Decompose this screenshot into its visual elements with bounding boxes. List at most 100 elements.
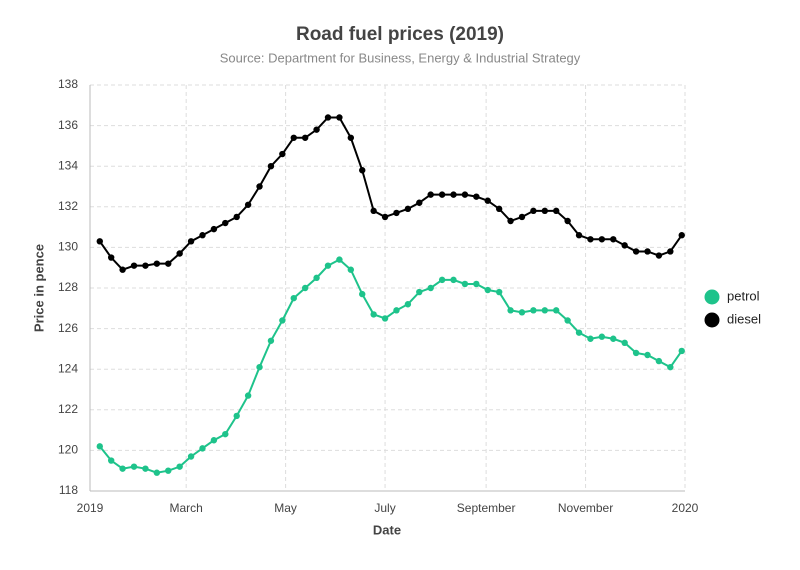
y-tick-label: 120 bbox=[58, 443, 78, 457]
data-point bbox=[655, 357, 663, 365]
data-point bbox=[632, 349, 640, 357]
data-point bbox=[153, 260, 161, 267]
data-point bbox=[438, 276, 446, 284]
y-tick-label: 124 bbox=[58, 361, 78, 375]
data-point bbox=[290, 134, 297, 141]
data-point bbox=[507, 217, 514, 225]
data-point bbox=[347, 266, 355, 273]
data-point bbox=[461, 191, 469, 198]
data-point bbox=[530, 307, 537, 314]
data-point bbox=[313, 126, 320, 133]
data-point bbox=[610, 335, 617, 342]
data-point bbox=[575, 329, 583, 336]
data-point bbox=[598, 333, 606, 340]
data-point bbox=[210, 437, 218, 444]
data-point bbox=[119, 465, 126, 472]
data-point bbox=[176, 463, 183, 470]
x-tick-label: November bbox=[558, 501, 613, 515]
data-point bbox=[381, 213, 389, 221]
data-point bbox=[187, 453, 195, 460]
data-point bbox=[564, 217, 571, 225]
legend-marker bbox=[704, 289, 720, 305]
data-point bbox=[473, 280, 480, 288]
data-point bbox=[244, 201, 252, 208]
data-point bbox=[393, 209, 400, 217]
data-point bbox=[530, 207, 537, 215]
legend-marker bbox=[704, 312, 720, 328]
data-point bbox=[176, 250, 183, 257]
y-tick-label: 126 bbox=[58, 321, 78, 335]
data-point bbox=[553, 307, 560, 314]
data-point bbox=[644, 351, 651, 359]
data-point bbox=[655, 252, 663, 259]
data-point bbox=[404, 301, 412, 308]
data-point bbox=[678, 347, 685, 355]
data-point bbox=[564, 317, 571, 324]
data-point bbox=[427, 284, 434, 292]
data-point bbox=[324, 262, 332, 269]
x-tick-label: September bbox=[457, 501, 516, 515]
data-point bbox=[233, 213, 240, 221]
data-point bbox=[632, 248, 640, 255]
x-tick-label: July bbox=[374, 501, 395, 515]
data-point bbox=[233, 412, 240, 420]
data-point bbox=[290, 294, 297, 302]
data-point bbox=[416, 199, 423, 206]
data-point bbox=[96, 238, 103, 245]
data-point bbox=[495, 205, 503, 213]
data-point bbox=[199, 445, 206, 452]
data-point bbox=[461, 280, 469, 288]
data-point bbox=[130, 463, 138, 470]
data-point bbox=[142, 465, 149, 472]
data-point bbox=[153, 469, 161, 476]
y-tick-label: 138 bbox=[58, 77, 78, 91]
data-point bbox=[621, 339, 628, 347]
data-point bbox=[267, 337, 275, 344]
data-point bbox=[347, 134, 355, 141]
data-point bbox=[621, 242, 628, 249]
x-axis-title: Date bbox=[373, 522, 401, 537]
y-tick-label: 134 bbox=[58, 158, 78, 172]
y-tick-label: 132 bbox=[58, 199, 78, 213]
data-point bbox=[324, 114, 332, 121]
data-point bbox=[541, 307, 549, 314]
data-point bbox=[404, 205, 412, 213]
chart-subtitle: Source: Department for Business, Energy … bbox=[220, 50, 581, 65]
data-point bbox=[267, 163, 275, 170]
data-point bbox=[678, 232, 685, 239]
data-point bbox=[507, 307, 514, 314]
data-point bbox=[256, 183, 263, 190]
data-point bbox=[450, 276, 457, 284]
data-point bbox=[107, 254, 115, 261]
legend-label: petrol bbox=[727, 288, 760, 303]
y-tick-label: 128 bbox=[58, 280, 78, 294]
data-point bbox=[598, 236, 606, 243]
y-axis-title: Price in pence bbox=[31, 244, 46, 332]
data-point bbox=[119, 266, 126, 273]
data-point bbox=[279, 317, 286, 324]
data-point bbox=[279, 150, 286, 158]
data-point bbox=[518, 213, 526, 221]
chart-title: Road fuel prices (2019) bbox=[296, 24, 504, 45]
data-point bbox=[587, 335, 594, 342]
data-point bbox=[107, 457, 115, 464]
data-point bbox=[667, 248, 674, 255]
data-point bbox=[142, 262, 149, 269]
y-tick-label: 136 bbox=[58, 118, 78, 132]
data-point bbox=[301, 284, 309, 292]
data-point bbox=[610, 236, 617, 243]
data-point bbox=[336, 114, 343, 121]
x-tick-label: 2020 bbox=[672, 501, 699, 515]
data-point bbox=[359, 290, 366, 298]
data-point bbox=[450, 191, 457, 198]
data-point bbox=[393, 307, 400, 314]
data-point bbox=[484, 197, 491, 204]
data-point bbox=[541, 207, 549, 215]
data-point bbox=[553, 207, 560, 215]
x-tick-label: 2019 bbox=[77, 501, 104, 515]
data-point bbox=[427, 191, 434, 198]
data-point bbox=[484, 286, 491, 294]
data-point bbox=[381, 315, 389, 322]
data-point bbox=[359, 167, 366, 174]
